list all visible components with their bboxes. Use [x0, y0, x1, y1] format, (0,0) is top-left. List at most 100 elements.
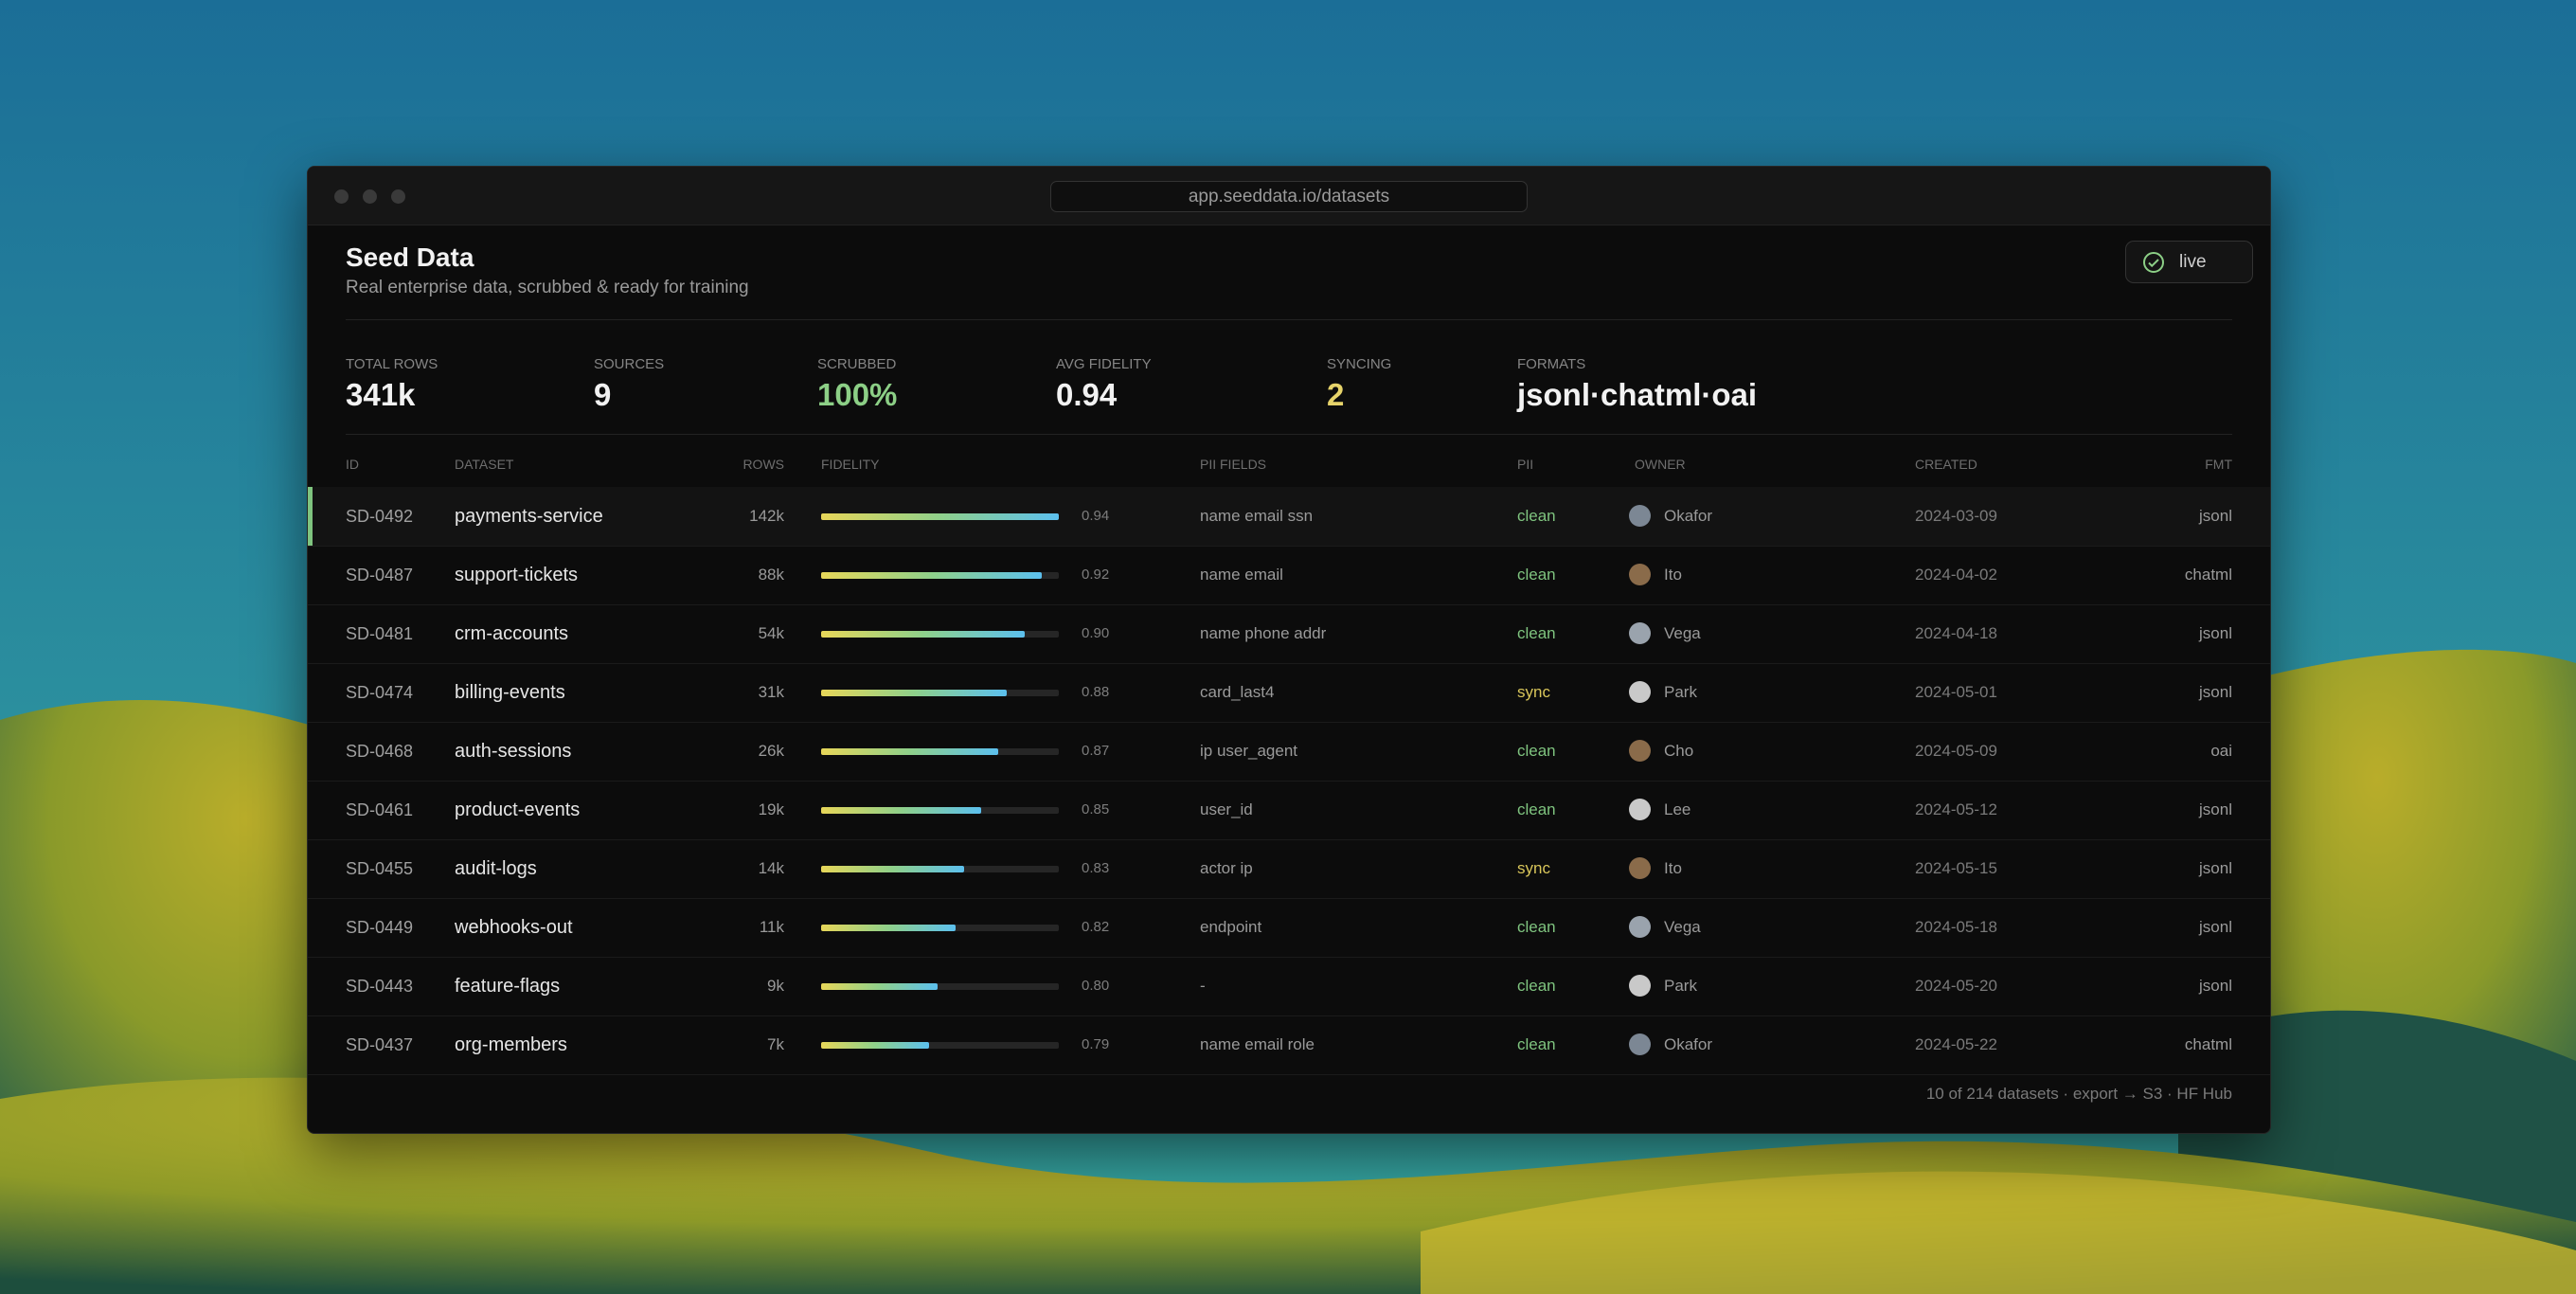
pii-fields: name email role — [1200, 1035, 1315, 1053]
fidelity-bar — [821, 631, 1025, 638]
pii-fields: card_last4 — [1200, 683, 1275, 701]
window-control[interactable] — [334, 189, 349, 204]
dataset-id: SD-0481 — [346, 624, 414, 643]
format: oai — [2210, 742, 2232, 760]
window-control[interactable] — [363, 189, 377, 204]
app-title: Seed Data — [346, 243, 474, 272]
fidelity-bar — [821, 690, 1008, 696]
fidelity-track — [821, 1042, 1059, 1049]
table-row[interactable]: SD-0487 support-tickets 88k 0.92 name email c… — [308, 546, 2270, 605]
fidelity-track — [821, 983, 1059, 990]
fidelity-bar — [821, 983, 939, 990]
stat-value: 2 — [1327, 377, 1345, 412]
status-badge[interactable]: live — [2125, 241, 2253, 283]
check-icon — [2143, 252, 2164, 273]
stat-label: SCRUBBED — [817, 356, 897, 372]
column-header: FIDELITY — [821, 457, 880, 472]
owner-name: Cho — [1664, 742, 1694, 760]
table-row[interactable]: SD-0461 product-events 19k 0.85 user_id clean… — [308, 781, 2270, 840]
owner-name: Ito — [1664, 566, 1682, 584]
row-count: 88k — [758, 566, 784, 584]
created-date: 2024-05-22 — [1915, 1035, 1997, 1053]
fidelity-value: 0.79 — [1082, 1036, 1110, 1052]
pii-status: clean — [1517, 507, 1556, 525]
created-date: 2024-05-15 — [1915, 859, 1997, 877]
pii-status: sync — [1517, 683, 1550, 701]
row-count: 19k — [758, 800, 784, 818]
column-header: DATASET — [455, 457, 514, 472]
table-row[interactable]: SD-0474 billing-events 31k 0.88 card_last4 sy… — [308, 663, 2270, 723]
format: jsonl — [2199, 977, 2232, 995]
created-date: 2024-05-12 — [1915, 800, 1997, 818]
owner-name: Park — [1664, 977, 1697, 995]
dataset-name[interactable]: audit-logs — [455, 858, 537, 879]
row-count: 11k — [759, 918, 784, 936]
pii-fields: name phone addr — [1200, 624, 1327, 642]
stat-value: 9 — [594, 377, 612, 412]
created-date: 2024-05-09 — [1915, 742, 1997, 760]
column-header: PII — [1517, 457, 1534, 472]
window-control[interactable] — [391, 189, 405, 204]
owner-name: Park — [1664, 683, 1697, 701]
created-date: 2024-05-18 — [1915, 918, 1997, 936]
owner-avatar — [1629, 505, 1651, 527]
row-count: 142k — [749, 507, 784, 525]
dataset-name[interactable]: payments-service — [455, 506, 603, 527]
fidelity-value: 0.92 — [1082, 566, 1110, 583]
app-window: app.seeddata.io/datasets Seed Data Real … — [307, 166, 2271, 1134]
dataset-name[interactable]: billing-events — [455, 682, 565, 703]
created-date: 2024-05-01 — [1915, 683, 1997, 701]
stat-label: TOTAL ROWS — [346, 356, 438, 372]
dataset-name[interactable]: org-members — [455, 1034, 567, 1055]
fidelity-bar — [821, 748, 999, 755]
pii-status: sync — [1517, 859, 1550, 877]
dataset-name[interactable]: auth-sessions — [455, 741, 572, 762]
title-bar: app.seeddata.io/datasets — [308, 167, 2270, 225]
dataset-id: SD-0474 — [346, 683, 414, 702]
stat-label: FORMATS — [1517, 356, 1586, 372]
fidelity-value: 0.90 — [1082, 625, 1110, 641]
dataset-id: SD-0468 — [346, 742, 414, 761]
table-row[interactable]: SD-0455 audit-logs 14k 0.83 actor ip sync Ito 2… — [308, 839, 2270, 899]
table-row[interactable]: SD-0468 auth-sessions 26k 0.87 ip user_agent… — [308, 722, 2270, 782]
pii-fields: ip user_agent — [1200, 742, 1298, 760]
dataset-id: SD-0461 — [346, 800, 414, 819]
table-row[interactable]: SD-0449 webhooks-out 11k 0.82 endpoint clean V… — [308, 898, 2270, 958]
stat-label: AVG FIDELITY — [1056, 356, 1152, 372]
format: chatml — [2184, 1035, 2232, 1053]
owner-avatar — [1629, 799, 1651, 820]
row-count: 7k — [767, 1035, 784, 1053]
created-date: 2024-04-18 — [1915, 624, 1997, 642]
fidelity-value: 0.82 — [1082, 919, 1110, 935]
dataset-name[interactable]: crm-accounts — [455, 623, 569, 644]
fidelity-track — [821, 513, 1059, 520]
url-bar[interactable]: app.seeddata.io/datasets — [1050, 181, 1528, 212]
fidelity-value: 0.88 — [1082, 684, 1110, 700]
table-row[interactable]: SD-0481 crm-accounts 54k 0.90 name phone add… — [308, 604, 2270, 664]
pii-fields: actor ip — [1200, 859, 1253, 877]
footer: 10 of 214 datasets · export → S3 · HF Hu… — [1925, 1085, 2232, 1103]
dataset-id: SD-0492 — [346, 507, 414, 526]
pii-status: clean — [1517, 800, 1556, 818]
table-row[interactable]: SD-0437 org-members 7k 0.79 name email role c… — [308, 1015, 2270, 1075]
dataset-name[interactable]: product-events — [455, 800, 581, 820]
table-row[interactable]: SD-0443 feature-flags 9k 0.80 - clean Park 2024… — [308, 957, 2270, 1016]
owner-name: Vega — [1664, 918, 1701, 936]
dataset-name[interactable]: feature-flags — [455, 976, 561, 997]
owner-avatar — [1629, 1033, 1651, 1055]
created-date: 2024-04-02 — [1915, 566, 1997, 584]
pii-status: clean — [1517, 977, 1556, 995]
fidelity-track — [821, 866, 1059, 872]
fidelity-bar — [821, 866, 964, 872]
fidelity-track — [821, 807, 1059, 814]
dataset-name[interactable]: support-tickets — [455, 565, 579, 585]
fidelity-bar — [821, 572, 1042, 579]
owner-name: Okafor — [1664, 507, 1713, 525]
stat-value: 100% — [817, 377, 898, 412]
stat-value: 0.94 — [1056, 377, 1118, 412]
fidelity-track — [821, 572, 1059, 579]
table-row[interactable]: SD-0492 payments-service 142k 0.94 name emai… — [308, 487, 2270, 547]
created-date: 2024-05-20 — [1915, 977, 1997, 995]
dataset-name[interactable]: webhooks-out — [455, 917, 573, 938]
pii-status: clean — [1517, 918, 1556, 936]
